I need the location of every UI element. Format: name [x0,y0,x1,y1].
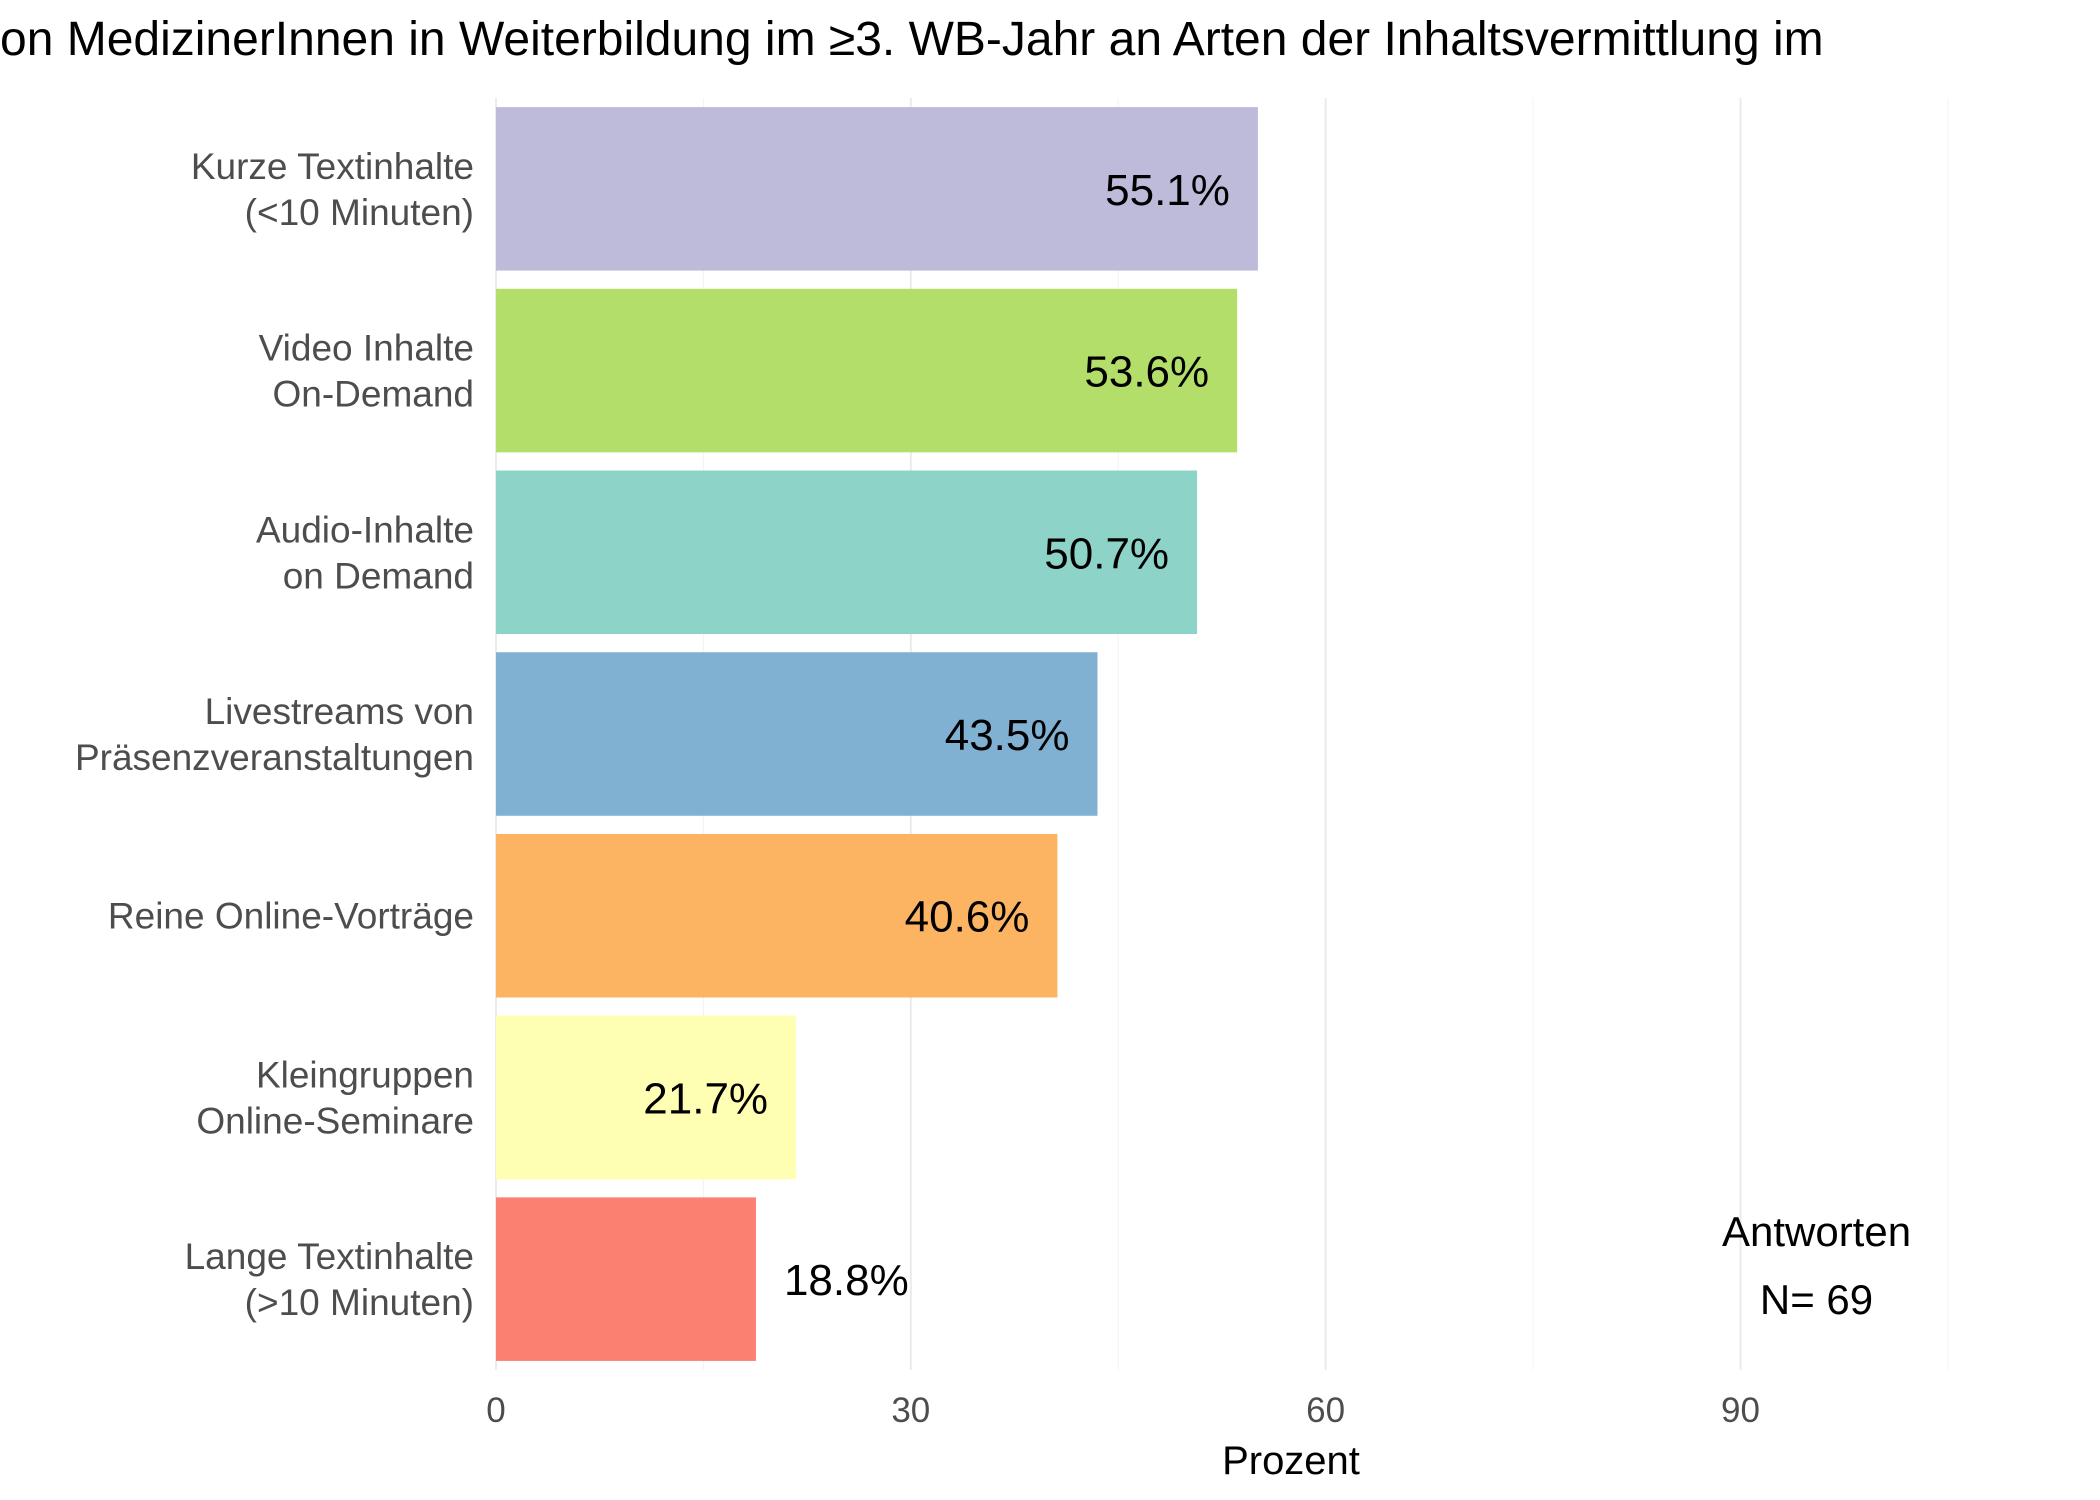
category-label: Livestreams von [205,691,474,732]
category-label: Online-Seminare [196,1100,474,1141]
bar [496,652,1098,816]
category-label: Reine Online-Vorträge [108,896,474,937]
annotation-count: N= 69 [1760,1276,1873,1323]
value-label: 55.1% [1105,166,1230,215]
category-label: Video Inhalte [259,328,474,369]
x-tick-label: 60 [1306,1391,1345,1430]
category-label: Präsenzveranstaltungen [75,737,474,778]
value-label: 18.8% [784,1256,909,1305]
chart-title: on MedizinerInnen in Weiterbildung im ≥3… [0,13,1824,66]
category-label: (>10 Minuten) [245,1282,474,1323]
category-label: Kleingruppen [256,1054,474,1095]
category-label: Lange Textinhalte [185,1236,474,1277]
x-axis-title: Prozent [1222,1439,1360,1483]
bar [496,1197,756,1361]
category-label: (<10 Minuten) [245,192,474,233]
x-tick-label: 0 [486,1391,505,1430]
value-label: 40.6% [905,893,1030,942]
value-label: 53.6% [1084,348,1209,397]
category-label: Kurze Textinhalte [191,146,474,187]
annotation-label: Antworten [1722,1208,1911,1255]
category-label: Audio-Inhalte [256,509,474,550]
x-tick-label: 30 [891,1391,930,1430]
value-label: 43.5% [945,711,1070,760]
category-label: on Demand [283,555,474,596]
value-label: 50.7% [1044,529,1169,578]
bar [496,470,1198,635]
bar [496,288,1238,453]
bar [496,1015,797,1180]
x-tick-label: 90 [1721,1391,1760,1430]
bar [496,107,1258,271]
bar [496,833,1058,998]
value-label: 21.7% [643,1074,768,1123]
category-label: On-Demand [272,374,474,415]
